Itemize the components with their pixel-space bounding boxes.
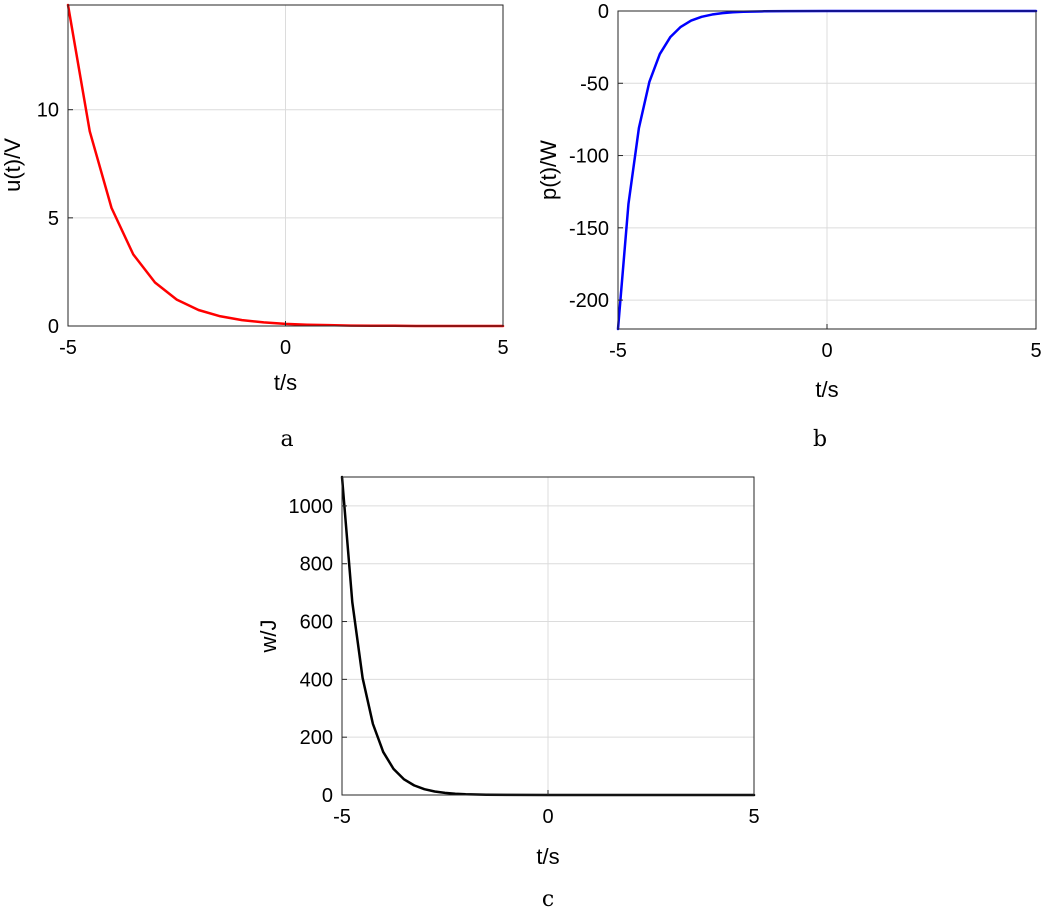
y-tick-label: -100 bbox=[569, 146, 609, 168]
y-tick-label: 10 bbox=[37, 100, 59, 122]
x-axis-label: t/s bbox=[274, 370, 297, 395]
y-axis-label: w/J bbox=[256, 620, 281, 654]
y-axis-label: p(t)/W bbox=[536, 140, 561, 200]
y-tick-label: -200 bbox=[569, 290, 609, 312]
x-tick-label: -5 bbox=[59, 337, 77, 359]
y-tick-label: -50 bbox=[580, 73, 609, 95]
y-axis-label: u(t)/V bbox=[0, 138, 25, 192]
y-tick-label: 200 bbox=[300, 727, 333, 749]
x-tick-label: 5 bbox=[1030, 340, 1041, 362]
x-tick-label: 5 bbox=[497, 337, 508, 359]
x-axis-label: t/s bbox=[815, 377, 838, 402]
y-tick-label: 600 bbox=[300, 612, 333, 634]
y-tick-label: 5 bbox=[48, 208, 59, 230]
y-tick-label: 1000 bbox=[289, 496, 334, 518]
x-tick-label: 0 bbox=[542, 806, 553, 828]
x-tick-label: 0 bbox=[280, 337, 291, 359]
x-tick-label: -5 bbox=[333, 806, 351, 828]
y-tick-label: 800 bbox=[300, 554, 333, 576]
panel-caption: b bbox=[813, 427, 827, 452]
panel-caption: a bbox=[280, 427, 293, 452]
y-tick-label: -150 bbox=[569, 218, 609, 240]
x-axis-label: t/s bbox=[536, 844, 559, 869]
y-tick-label: 0 bbox=[48, 316, 59, 338]
x-tick-label: 0 bbox=[821, 340, 832, 362]
y-tick-label: 0 bbox=[598, 1, 609, 23]
x-tick-label: 5 bbox=[748, 806, 759, 828]
y-tick-label: 400 bbox=[300, 669, 333, 691]
y-tick-label: 0 bbox=[322, 785, 333, 807]
panel-caption: c bbox=[542, 887, 554, 911]
x-tick-label: -5 bbox=[609, 340, 627, 362]
